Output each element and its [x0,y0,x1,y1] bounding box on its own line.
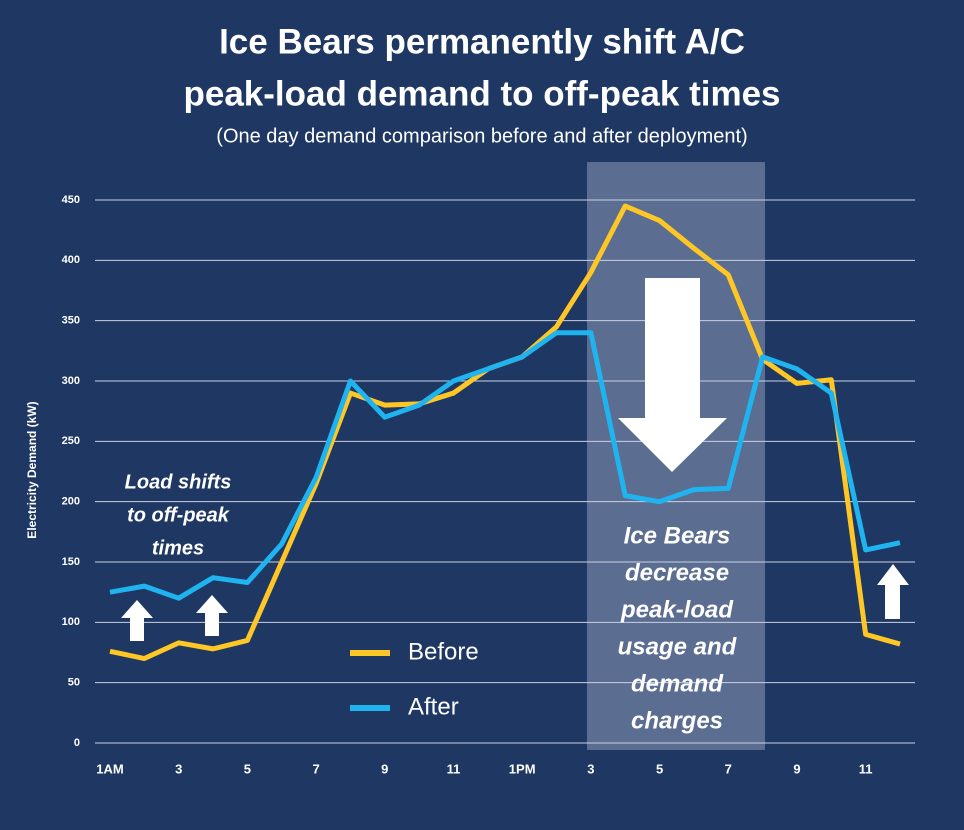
legend-label: Before [408,638,479,665]
y-tick-label: 0 [74,737,80,749]
annotation: decrease [625,559,729,586]
annotation: to off-peak [127,504,230,526]
annotation: demand [631,670,724,697]
x-tick-label: 11 [447,761,461,776]
y-tick-label: 300 [62,375,80,387]
annotation: charges [631,707,723,734]
y-axis-label: Electricity Demand (kW) [25,401,39,538]
down-arrow [618,278,727,472]
chart-title: peak-load demand to off-peak times [183,74,780,113]
annotation: times [152,537,204,559]
legend: Before After [350,638,479,720]
annotation: Load shifts [125,471,232,493]
up-arrow [196,595,228,636]
y-tick-label: 450 [62,194,80,206]
x-tick-label: 9 [381,761,388,776]
chart-title: Ice Bears permanently shift A/C [219,22,745,61]
x-tick-label: 9 [793,761,800,776]
up-arrow [121,600,153,641]
x-tick-label: 1PM [509,761,536,776]
series-line [109,330,901,601]
legend-label: After [408,693,459,720]
up-arrow [877,564,909,619]
x-tick-label: 11 [859,761,873,776]
y-tick-label: 150 [62,556,80,568]
x-tick-label: 3 [175,761,182,776]
x-tick-label: 3 [587,761,594,776]
annotation: peak-load [620,596,734,623]
chart-subtitle: (One day demand comparison before and af… [216,125,747,147]
x-tick-label: 1AM [96,761,123,776]
annotation: usage and [618,633,738,660]
y-tick-label: 400 [62,254,80,266]
x-tick-label: 7 [725,761,732,776]
annotation: Ice Bears [624,522,731,549]
y-tick-label: 100 [62,616,80,628]
y-tick-label: 350 [62,315,80,327]
x-tick-label: 7 [312,761,319,776]
y-tick-label: 250 [62,435,80,447]
x-tick-label: 5 [244,761,251,776]
y-tick-label: 200 [62,496,80,508]
plot [109,203,901,662]
y-tick-label: 50 [68,677,80,689]
grid: 0 50 100 150 200 250 300 350 400 450 1AM 3 5 7 9 11 1PM 3… [62,194,915,776]
x-tick-label: 5 [656,761,663,776]
annotations: Load shifts to off-peak times Ice Bears decr… [125,471,738,734]
